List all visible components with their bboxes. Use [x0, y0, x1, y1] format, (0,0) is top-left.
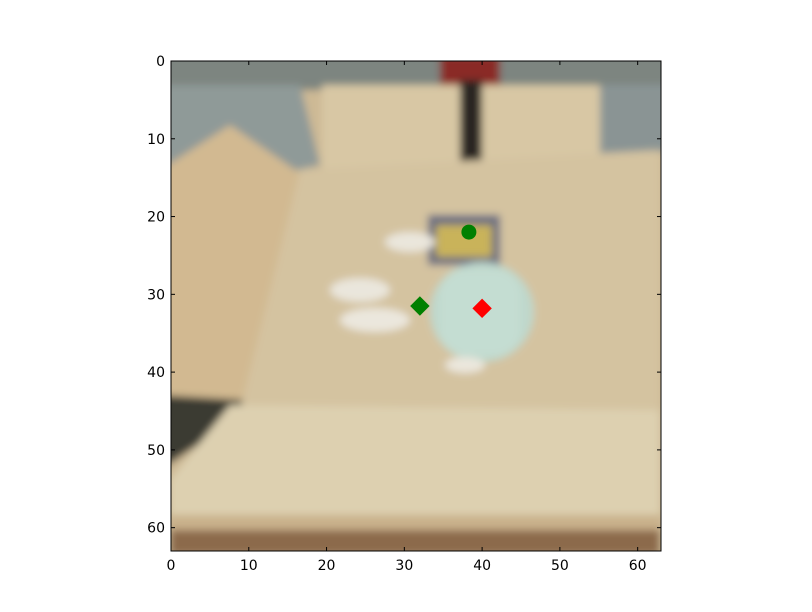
data-point-diamond	[472, 298, 492, 319]
x-tick-label: 30	[395, 558, 413, 574]
data-point-circle	[461, 224, 477, 240]
data-point-diamond	[410, 296, 430, 316]
y-tick-label: 40	[147, 365, 165, 381]
background-image	[171, 61, 661, 551]
x-tick-label: 60	[629, 558, 647, 574]
x-tick-label: 0	[167, 558, 176, 574]
x-tick-label: 50	[551, 558, 569, 574]
y-tick-label: 20	[147, 210, 165, 226]
data-markers	[410, 224, 492, 319]
y-tick-label: 10	[147, 132, 165, 148]
y-tick-label: 50	[147, 443, 165, 459]
y-tick-label: 60	[147, 521, 165, 537]
plot-frame	[170, 60, 662, 552]
y-tick-label: 0	[156, 54, 165, 70]
y-tick-label: 30	[147, 287, 165, 303]
x-tick-label: 10	[240, 558, 258, 574]
x-tick-label: 20	[318, 558, 336, 574]
axis-ticks: 0 10 20 30 40 50 60 0 10 20 30 40 50 60	[147, 54, 661, 574]
x-tick-label: 40	[473, 558, 491, 574]
